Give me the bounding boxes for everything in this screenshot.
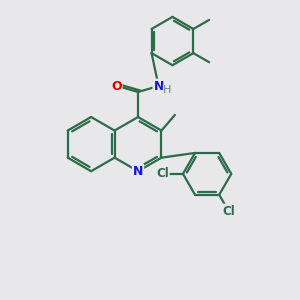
Text: N: N bbox=[133, 165, 143, 178]
Text: Cl: Cl bbox=[222, 205, 235, 218]
Text: N: N bbox=[154, 80, 164, 93]
Text: H: H bbox=[163, 85, 172, 95]
Text: Cl: Cl bbox=[156, 167, 169, 180]
Text: O: O bbox=[111, 80, 122, 93]
